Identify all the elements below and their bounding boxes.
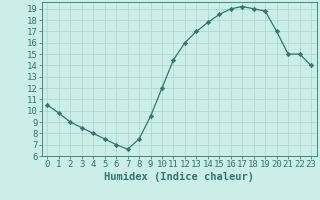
X-axis label: Humidex (Indice chaleur): Humidex (Indice chaleur) <box>104 172 254 182</box>
